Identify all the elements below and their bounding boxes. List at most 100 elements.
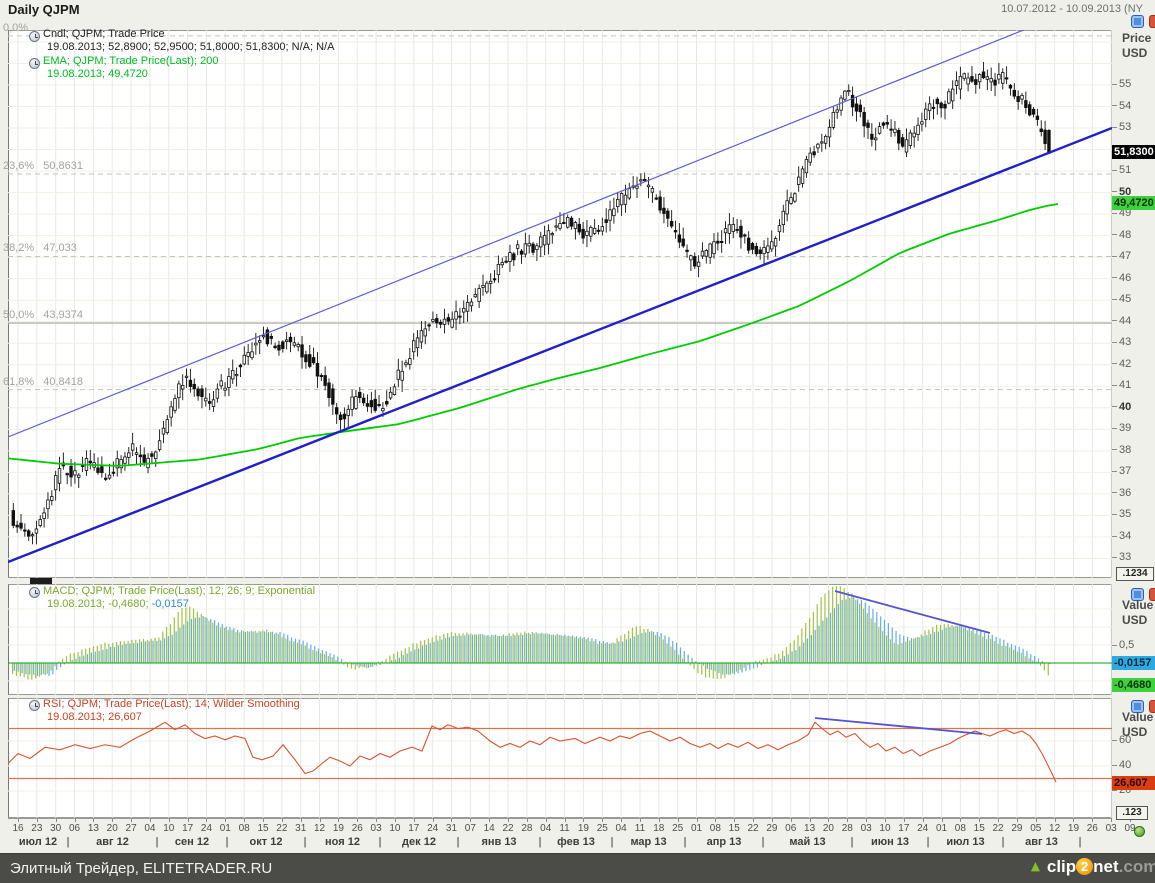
macd-panel[interactable] xyxy=(8,584,1112,695)
axis-settings-icon[interactable] xyxy=(1131,700,1144,713)
xaxis-day-label: 16 xyxy=(12,823,24,834)
xaxis-day-tick xyxy=(338,818,340,822)
xaxis-day-label: 11 xyxy=(559,823,570,834)
xaxis-day-tick xyxy=(658,818,660,822)
panel-resize-handle[interactable] xyxy=(30,578,52,584)
clip2net-logo[interactable]: ▲ clip 2 net.com xyxy=(1028,857,1155,881)
ema-price-badge: 49,4720 xyxy=(1112,196,1155,210)
xaxis-day-label: 23 xyxy=(31,823,43,834)
xaxis-day-tick xyxy=(1073,818,1075,822)
clock-icon[interactable] xyxy=(29,587,40,598)
xaxis-day-tick xyxy=(1054,818,1056,822)
xaxis-day-label: 27 xyxy=(125,823,137,834)
price-tick: 39 xyxy=(1112,422,1155,434)
xaxis-day-tick xyxy=(621,818,623,822)
xaxis-day-label: 07 xyxy=(464,823,476,834)
xaxis-day-label: 10 xyxy=(163,823,175,834)
xaxis-day-tick xyxy=(903,818,905,822)
xaxis-day-label: 13 xyxy=(804,823,816,834)
xaxis-day-tick xyxy=(263,818,265,822)
price-tick: 54 xyxy=(1112,100,1155,112)
xaxis-day-label: 08 xyxy=(954,823,966,834)
xaxis-day-tick xyxy=(149,818,151,822)
xaxis-day-tick xyxy=(771,818,773,822)
xaxis-day-label: 19 xyxy=(332,823,344,834)
xaxis-day-tick xyxy=(866,818,868,822)
clock-icon[interactable] xyxy=(29,700,40,711)
axis-alert-icon[interactable] xyxy=(1149,15,1155,28)
candle-legend-title: Cndl; QJPM; Trade Price xyxy=(43,28,165,40)
xaxis-day-label: 25 xyxy=(672,823,684,834)
xaxis-day-label: 31 xyxy=(445,823,458,834)
xaxis-day-label: 22 xyxy=(992,823,1004,834)
xaxis-day-label: 30 xyxy=(50,823,62,834)
xaxis-month-label: фев 13 xyxy=(557,836,595,848)
clock-icon[interactable] xyxy=(29,31,40,42)
xaxis-day-tick xyxy=(677,818,679,822)
rsi-panel[interactable] xyxy=(8,698,1112,818)
xaxis-month-label: дек 12 xyxy=(402,836,436,848)
fib-level-label: 23,6% 50,8631 xyxy=(3,160,83,173)
xaxis-day-tick xyxy=(1130,818,1131,822)
axis-settings-icon[interactable] xyxy=(1131,15,1144,28)
xaxis-day-tick xyxy=(526,818,528,822)
xaxis-month-label: авг 13 xyxy=(1025,836,1058,848)
xaxis-day-label: 04 xyxy=(540,823,552,834)
xaxis-day-tick xyxy=(922,818,924,822)
xaxis-month-label: мар 13 xyxy=(630,836,667,848)
calendar-icon[interactable] xyxy=(1134,826,1145,837)
xaxis-day-label: 26 xyxy=(1086,823,1098,834)
xaxis-day-tick xyxy=(394,818,396,822)
rsi-axis-unit: USD xyxy=(1122,725,1148,739)
xaxis-baseline xyxy=(8,818,1112,819)
xaxis-month-separator: | xyxy=(926,836,930,848)
clock-icon[interactable] xyxy=(29,58,40,69)
axis-settings-icon[interactable] xyxy=(1131,588,1144,601)
xaxis-day-tick xyxy=(225,818,227,822)
date-range-label: 10.07.2012 - 10.09.2013 (NY xyxy=(1001,3,1143,15)
xaxis-day-tick xyxy=(413,818,415,822)
axis-alert-icon[interactable] xyxy=(1149,700,1155,713)
xaxis-day-label: 28 xyxy=(841,823,853,834)
xaxis-day-label: 29 xyxy=(1011,823,1023,834)
rsi-chart-svg xyxy=(8,698,1112,818)
xaxis-day-tick xyxy=(847,818,849,822)
price-tick: 45 xyxy=(1112,293,1155,305)
xaxis-day-label: 19 xyxy=(1067,823,1080,834)
logo-com: .com xyxy=(1118,857,1155,876)
xaxis-day-tick xyxy=(639,818,641,822)
xaxis-day-label: 01 xyxy=(219,823,231,834)
macd-legend-title: MACD; QJPM; Trade Price(Last); 12; 26; 9… xyxy=(43,585,316,597)
xaxis-day-label: 10 xyxy=(389,823,401,834)
macd-value-green: 19.08.2013; -0,4680; xyxy=(47,598,152,610)
xaxis-day-tick xyxy=(206,818,208,822)
price-tick: 41 xyxy=(1112,379,1155,391)
xaxis-month-label: ноя 12 xyxy=(325,836,360,848)
price-chart-panel[interactable] xyxy=(8,30,1112,578)
xaxis-day-tick xyxy=(131,818,133,822)
xaxis-day-label: 01 xyxy=(935,823,948,834)
price-scale-button[interactable]: .1234 xyxy=(1116,567,1154,581)
xaxis-month-separator: | xyxy=(610,836,614,848)
xaxis-day-label: 22 xyxy=(276,823,288,834)
xaxis-month-label: сен 12 xyxy=(174,836,210,848)
macd-chart-svg xyxy=(8,584,1112,695)
xaxis-day-label: 25 xyxy=(596,823,608,834)
xaxis-day-label: 24 xyxy=(917,823,929,834)
macd-value-blue: -0,0157 xyxy=(151,598,189,610)
last-price-badge: 51,8300 xyxy=(1112,145,1155,159)
macd-axis-title: Value xyxy=(1122,598,1154,612)
xaxis-day-tick xyxy=(790,818,792,822)
xaxis-day-tick xyxy=(470,818,472,822)
candle-legend-values: 19.08.2013; 52,8900; 52,9500; 51,8000; 5… xyxy=(47,41,335,53)
xaxis-day-tick xyxy=(734,818,736,822)
rsi-scale-button[interactable]: .123 xyxy=(1116,806,1148,820)
price-axis-title: Price xyxy=(1122,31,1152,45)
xaxis-day-label: 08 xyxy=(238,823,250,834)
axis-alert-icon[interactable] xyxy=(1149,588,1155,601)
xaxis-day-label: 24 xyxy=(200,823,213,834)
xaxis-day-tick xyxy=(281,818,283,822)
xaxis-day-label: 06 xyxy=(785,823,797,834)
xaxis-day-tick xyxy=(451,818,453,822)
price-chart-svg xyxy=(8,30,1112,578)
